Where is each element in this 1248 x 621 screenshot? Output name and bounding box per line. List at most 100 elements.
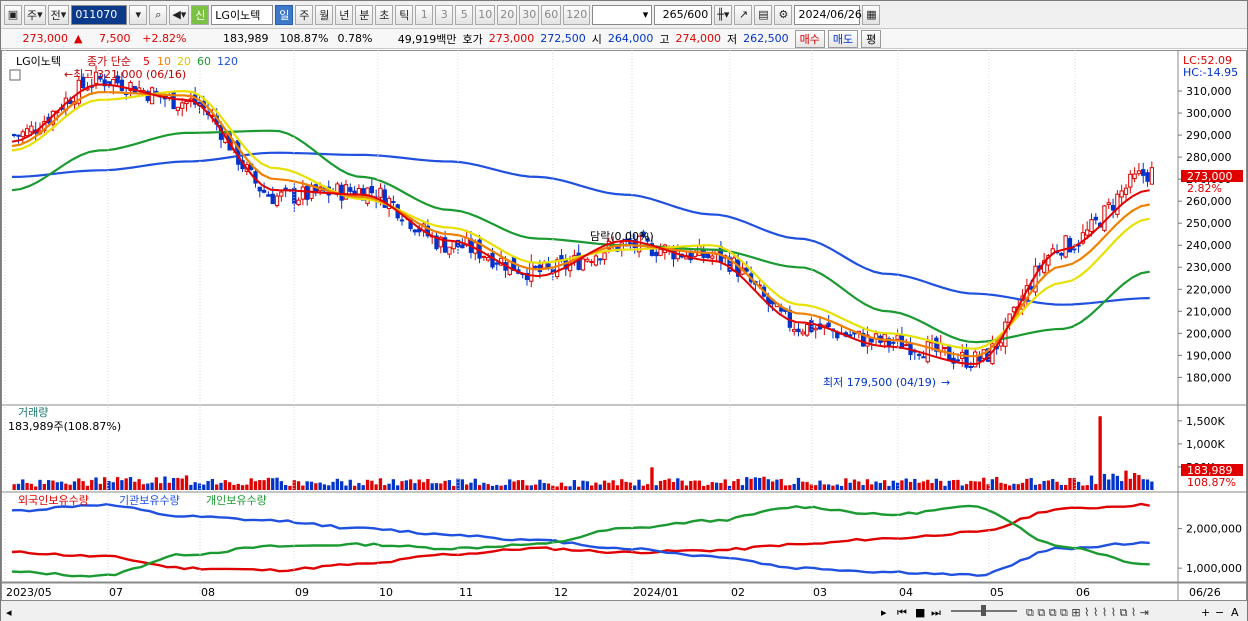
volume-bar: [1128, 478, 1132, 490]
x-tick-label: 2024/01: [633, 586, 679, 599]
individual-holding-legend: 개인보유수량: [206, 494, 267, 507]
volume-bar: [1029, 478, 1033, 490]
candle-body: [826, 322, 831, 328]
x-tick-label: 08: [201, 586, 215, 599]
volume-bar: [1150, 481, 1154, 490]
search-icon[interactable]: ⌕: [149, 4, 168, 25]
eval-button[interactable]: 평: [861, 29, 882, 48]
volume-bar: [421, 482, 426, 490]
volume-bar: [986, 484, 990, 490]
text-tool-icon[interactable]: A: [1231, 606, 1239, 619]
candle-body: [585, 258, 590, 262]
volume-bar: [615, 485, 620, 490]
period-week-button[interactable]: 주: [295, 4, 314, 25]
prev-button[interactable]: 전 ▾: [47, 4, 70, 25]
bar-count-field[interactable]: 265/600: [654, 4, 713, 25]
x-tick-label: 02: [731, 586, 745, 599]
period-tick-button[interactable]: 틱: [395, 4, 414, 25]
candle-type-icon[interactable]: ╫▾: [714, 4, 733, 25]
candle-body: [636, 235, 642, 253]
volume-bar: [546, 483, 551, 490]
volume-bar: [38, 479, 42, 490]
period-minute-button[interactable]: 분: [355, 4, 374, 25]
date-input[interactable]: 2024/06/26: [794, 4, 862, 25]
period-month-button[interactable]: 월: [315, 4, 334, 25]
chart-area[interactable]: 180,000 190,000 200,000 210,000 220,000 230,0…: [1, 50, 1247, 621]
volume-bar: [809, 484, 814, 490]
sell-button[interactable]: 매도: [827, 29, 859, 48]
volume-bar: [1059, 484, 1064, 490]
candle-body: [16, 134, 21, 137]
volume-bar: [404, 480, 408, 490]
volume-bar: [357, 483, 361, 490]
scroll-bar[interactable]: ◂ ▸ ⏮ ■ ⏭ ⧉ ⧉ ⧉ ⧉ ⊞ ⌇ ⌇ ⌇ ⌇ ⧉ ⌇ ⇥ + − A: [1, 601, 1247, 621]
custom-interval-input[interactable]: ▾: [592, 4, 653, 25]
interval-1-button[interactable]: 1: [415, 4, 434, 25]
first-page-icon[interactable]: ⏮: [897, 606, 907, 619]
volume-bar: [197, 483, 202, 490]
period-second-button[interactable]: 초: [375, 4, 394, 25]
volume-bar: [1038, 484, 1042, 490]
volume-bar: [818, 480, 822, 490]
volume-bar: [568, 486, 572, 490]
interval-10-button[interactable]: 10: [475, 4, 496, 25]
interval-120-button[interactable]: 120: [563, 4, 591, 25]
interval-20-button[interactable]: 20: [497, 4, 518, 25]
drawing-tool-icon[interactable]: ↗: [734, 4, 753, 25]
candle-body: [934, 337, 939, 352]
interval-30-button[interactable]: 30: [519, 4, 540, 25]
volume-bar: [51, 480, 55, 490]
x-tick-label: 09: [295, 586, 309, 599]
period-select[interactable]: 주 ▾: [24, 4, 46, 25]
last-page-icon[interactable]: ⏭: [931, 606, 941, 619]
interval-3-button[interactable]: 3: [435, 4, 454, 25]
low-label: 저: [726, 32, 738, 46]
candle-body: [102, 79, 107, 87]
interval-60-button[interactable]: 60: [541, 4, 562, 25]
speaker-icon[interactable]: ◀▾: [169, 4, 190, 25]
zoom-slider-handle[interactable]: [981, 605, 986, 616]
up-arrow-icon: ▲: [74, 32, 83, 45]
zoom-out-icon[interactable]: −: [1215, 606, 1224, 619]
stop-icon[interactable]: ■: [915, 606, 925, 619]
layout-icons[interactable]: ⧉ ⧉ ⧉ ⧉ ⊞ ⌇ ⌇ ⌇ ⌇ ⧉ ⌇ ⇥: [1026, 606, 1149, 619]
holding-pane[interactable]: 1,000,000 2,000,000: [11, 502, 1242, 578]
zoom-in-icon[interactable]: +: [1201, 606, 1210, 619]
volume-bar: [180, 478, 184, 490]
candle-body: [128, 81, 133, 91]
volume-bar: [943, 485, 947, 490]
interval-5-button[interactable]: 5: [455, 4, 474, 25]
stock-name-field[interactable]: LG이노텍: [211, 4, 274, 25]
volume-bar: [473, 478, 477, 490]
calendar-icon[interactable]: ▦: [862, 4, 881, 25]
volume-bar: [891, 480, 895, 490]
candle-body: [813, 327, 818, 331]
period-day-button[interactable]: 일: [275, 4, 294, 25]
candle-body: [279, 191, 284, 197]
volume-bar: [1098, 416, 1102, 490]
candle-body: [257, 186, 262, 192]
gear-icon[interactable]: ⚙: [774, 4, 793, 25]
volume-bar: [417, 479, 421, 490]
volume-bar: [788, 485, 792, 490]
volume-bar: [59, 481, 64, 490]
volume-bar: [344, 485, 348, 490]
volume-bar: [723, 479, 727, 490]
scroll-right-icon[interactable]: ▸: [881, 606, 887, 619]
price-tick-label: 190,000: [1186, 349, 1232, 362]
code-dropdown-icon[interactable]: ▾: [129, 4, 148, 25]
candle-body: [481, 255, 487, 258]
candle-body: [98, 75, 103, 80]
price-pane[interactable]: 180,000 190,000 200,000 210,000 220,000 230,0…: [11, 65, 1232, 385]
window-menu-icon[interactable]: ▣: [4, 4, 22, 25]
volume-bar: [318, 482, 322, 490]
x-tick-label: 10: [379, 586, 393, 599]
scroll-left-icon[interactable]: ◂: [6, 606, 12, 619]
period-year-button[interactable]: 년: [335, 4, 354, 25]
candle-body: [886, 338, 892, 346]
buy-button[interactable]: 매수: [794, 29, 825, 48]
save-icon[interactable]: ▤: [754, 4, 773, 25]
stock-code-input[interactable]: 011070: [71, 4, 128, 25]
lc-label: LC:52.09: [1183, 54, 1232, 67]
holding-tick-label: 2,000,000: [1186, 523, 1242, 536]
